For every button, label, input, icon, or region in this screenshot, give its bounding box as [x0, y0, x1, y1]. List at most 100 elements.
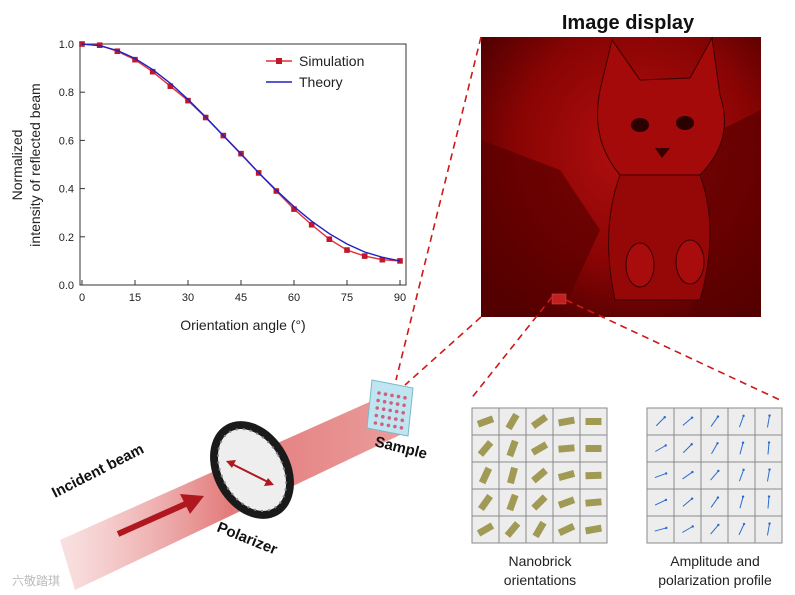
- polarization-arrow: [682, 471, 693, 480]
- sample-element: [366, 379, 414, 437]
- polarization-arrow: [766, 523, 771, 536]
- polarization-arrow: [655, 445, 666, 452]
- nanobrick-label-line2: orientations: [504, 572, 576, 588]
- sample-nanobrick-dot: [381, 414, 385, 419]
- polarization-arrow: [682, 526, 693, 533]
- polarization-arrowhead: [768, 522, 771, 525]
- polarization-arrowhead: [664, 498, 668, 502]
- polarization-arrow: [682, 443, 693, 454]
- x-tick-label: 90: [394, 292, 406, 304]
- legend-theory-label: Theory: [299, 74, 343, 90]
- polarization-arrow: [710, 470, 719, 481]
- nanobrick-shape: [476, 522, 495, 537]
- sample-nanobrick-dot: [394, 417, 398, 421]
- nanobrick-shape: [476, 415, 495, 428]
- sample-nanobrick-dot: [390, 393, 394, 398]
- polarization-arrowhead: [691, 525, 694, 528]
- sample-nanobrick-dot: [387, 416, 392, 420]
- nanobrick-shape: [557, 522, 576, 537]
- sample-nanobrick-dot: [393, 424, 397, 429]
- polarization-arrowhead: [768, 414, 771, 417]
- nanobrick-shape: [478, 466, 493, 485]
- sample-nanobrick-dot: [388, 408, 393, 413]
- simulation-point: [291, 206, 297, 212]
- sample-nanobrick-dot: [403, 396, 407, 400]
- simulation-point: [132, 56, 138, 63]
- polarization-arrow: [739, 442, 744, 455]
- y-tick-label: 0.8: [59, 87, 74, 99]
- nanobrick-shape: [531, 494, 548, 511]
- nanobrick-shape: [506, 493, 519, 512]
- polarization-arrow: [738, 415, 745, 428]
- sample-nanobrick-dot: [395, 402, 400, 406]
- y-tick-label: 1.0: [59, 39, 74, 51]
- polarization-arrowhead: [717, 523, 720, 527]
- polarizer-label: Polarizer: [215, 519, 280, 559]
- amplitude-label-line1: Amplitude and: [670, 553, 760, 569]
- series-line-theory: [81, 43, 401, 262]
- polarization-arrowhead: [665, 526, 668, 530]
- sample-nanobrick-dot: [377, 391, 381, 395]
- incident-beam-label: Incident beam: [49, 441, 147, 502]
- polarization-arrowhead: [768, 468, 771, 471]
- sample-label: Sample: [373, 433, 429, 462]
- sample-nanobrick-dot: [374, 413, 379, 418]
- polarization-arrow: [682, 417, 693, 426]
- polarization-arrow: [766, 469, 771, 482]
- nanobrick-shape: [585, 498, 602, 507]
- legend-simulation-label: Simulation: [299, 53, 364, 69]
- simulation-point: [326, 236, 333, 243]
- nanobrick-shape: [585, 418, 602, 425]
- x-axis-label: Orientation angle (°): [180, 317, 305, 333]
- nanobrick-shape: [505, 412, 520, 431]
- simulation-point: [379, 256, 386, 263]
- polarization-arrowhead: [691, 470, 694, 474]
- sample-nanobrick-dot: [375, 406, 380, 410]
- cat-image: [481, 36, 761, 317]
- polarization-arrowhead: [741, 495, 745, 498]
- sample-nanobrick-dot: [394, 409, 399, 414]
- polarization-arrow: [767, 442, 770, 455]
- polarization-arrow: [738, 469, 745, 482]
- nanobrick-cell: [552, 461, 581, 490]
- sample-nanobrick-dot: [396, 394, 401, 399]
- chart-series: [79, 41, 403, 264]
- nanobrick-shape: [557, 470, 576, 481]
- sample-nanobrick-dot: [389, 401, 393, 405]
- amplitude-label-line2: polarization profile: [658, 572, 772, 588]
- polarization-arrowhead: [663, 416, 666, 419]
- nanobrick-shape: [477, 440, 494, 457]
- simulation-point: [308, 221, 315, 228]
- polarizer-element: [210, 421, 294, 519]
- nanobrick-shape: [585, 524, 602, 535]
- nanobrick-shape: [557, 496, 576, 509]
- x-tick-label: 30: [182, 292, 194, 304]
- y-tick-label: 0.0: [59, 280, 74, 292]
- polarization-arrow: [767, 496, 770, 509]
- nanobrick-cell: [579, 488, 608, 517]
- x-tick-label: 60: [288, 292, 300, 304]
- sample-nanobrick-dot: [401, 411, 406, 415]
- y-axis-ticks: 0.0 0.2 0.4 0.6 0.8 1.0: [59, 39, 85, 292]
- simulation-point: [167, 83, 174, 89]
- polarization-arrow: [654, 527, 667, 532]
- y-axis-label-line2: intensity of reflected beam: [27, 83, 43, 246]
- sample-nanobrick-dot: [399, 426, 404, 430]
- simulation-point: [397, 258, 403, 264]
- watermark: 六敬踏琪: [12, 574, 60, 588]
- polarization-arrowhead: [742, 522, 746, 526]
- polarization-arrowhead: [741, 441, 745, 444]
- nanobrick-cell: [552, 515, 581, 544]
- polarization-arrowhead: [716, 496, 720, 499]
- polarization-arrow: [654, 499, 667, 506]
- polarization-grid: [646, 407, 783, 544]
- polarization-arrow: [710, 497, 719, 508]
- polarization-arrow: [739, 496, 744, 509]
- polarization-arrowhead: [767, 495, 771, 498]
- polarization-arrow: [710, 524, 719, 535]
- polarization-arrowhead: [717, 469, 720, 473]
- sample-nanobrick-dot: [400, 418, 405, 423]
- sample-nanobrick-dot: [381, 407, 386, 412]
- nanobrick-shape: [504, 521, 521, 538]
- nanobrick-shape: [507, 466, 518, 485]
